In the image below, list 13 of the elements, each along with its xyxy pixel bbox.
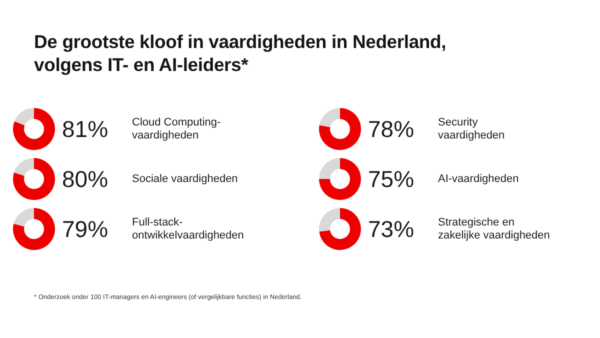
text: De grootste kloof in vaardigheden in Nederland, volgens IT- en AI-leiders* <box>34 30 446 76</box>
text: AI-vaardigheden <box>438 173 519 185</box>
data-label: 75% <box>368 166 414 192</box>
text: Security vaardigheden <box>438 116 505 142</box>
text: Strategische en zakelijke vaardigheden <box>438 216 550 242</box>
text: Sociale vaardigheden <box>132 173 238 185</box>
data-label: 80% <box>62 166 108 192</box>
text: Cloud Computing- vaardigheden <box>132 116 221 142</box>
text: Full-stack- ontwikkelvaardigheden <box>132 216 244 242</box>
data-label: 79% <box>62 216 108 242</box>
data-label: 78% <box>368 116 414 142</box>
data-label: 81% <box>62 116 108 142</box>
data-label: 73% <box>368 216 414 242</box>
